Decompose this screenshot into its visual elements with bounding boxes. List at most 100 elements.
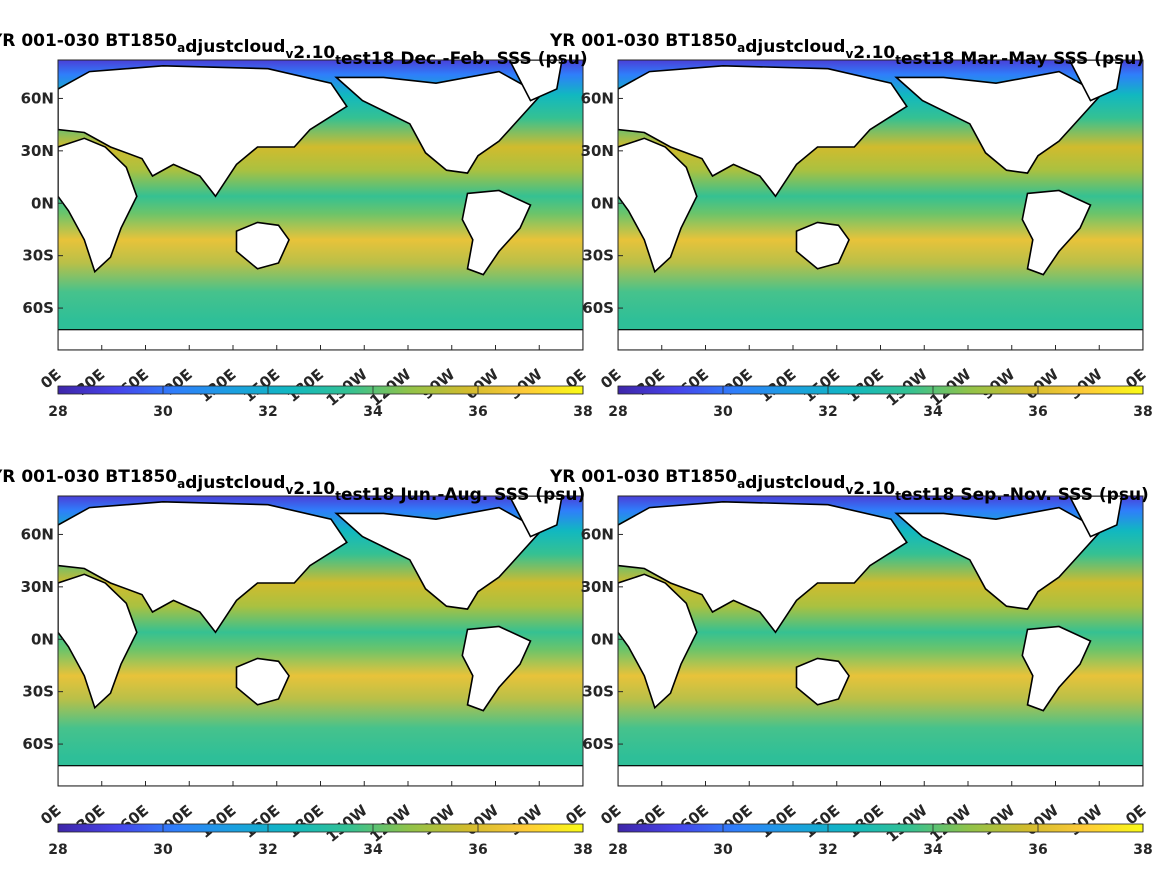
colorbar-tick-label: 36 [468,842,487,858]
land-mass [58,573,138,710]
map-panel: 60N30N0N30S60S0E30E60E90E120E150E180E150… [21,59,593,420]
colorbar-tick-label: 36 [468,404,487,420]
lat-tick-label: 30S [582,683,614,701]
lat-tick-label: 0N [591,630,614,648]
lon-tick-label: 150W [323,801,372,846]
lat-tick-label: 30N [581,578,614,596]
lat-tick-label: 30S [582,247,614,265]
lon-tick-label: 90W [978,365,1019,403]
land-mass [1021,625,1092,712]
colorbar-tick-label: 28 [608,404,627,420]
lat-tick-label: 60N [21,525,54,543]
panel-title: YR 001-030 BT1850adjustcloudv2.10test18 … [549,31,1144,69]
colorbar-tick-label: 38 [573,404,592,420]
map-panel: 60N30N0N30S60S0E30E60E90E120E150E180E150… [581,59,1153,420]
colorbar-tick-label: 38 [1133,404,1152,420]
lon-tick-label: 90W [418,801,459,839]
land-mass [894,506,1103,610]
land-mass [618,137,698,274]
colorbar-tick-label: 32 [258,404,277,420]
lon-tick-label: 30W [1066,365,1107,403]
colorbar-tick-label: 36 [1028,842,1047,858]
lon-tick-label: 60W [1022,801,1063,839]
land-mass [1068,496,1123,538]
lat-tick-label: 30N [581,142,614,160]
land-mass [461,625,532,712]
antarctica [58,329,583,350]
colorbar-tick-label: 28 [48,842,67,858]
colorbar-tick-label: 30 [713,404,733,420]
land-mass [618,500,908,634]
lon-tick-label: 150E [240,365,283,406]
panel-title: YR 001-030 BT1850adjustcloudv2.10test18 … [0,467,585,505]
lat-tick-label: 0N [31,194,54,212]
lat-tick-label: 30S [22,683,54,701]
lat-tick-label: 60N [581,525,614,543]
lat-tick-label: 60N [21,89,54,107]
colorbar-tick-label: 36 [1028,404,1047,420]
land-mass [508,60,563,102]
land-mass [894,70,1103,174]
panel-title: YR 001-030 BT1850adjustcloudv2.10test18 … [0,31,588,69]
colorbar-tick-label: 34 [363,842,383,858]
colorbar-tick-label: 30 [153,842,173,858]
lat-tick-label: 60S [582,735,614,753]
antarctica [618,329,1143,350]
lon-tick-label: 30W [506,365,547,403]
lon-tick-label: 180E [284,365,327,406]
lon-tick-label: 120E [756,801,799,842]
colorbar [617,823,1144,833]
land-mass [235,657,290,706]
colorbar-tick-label: 32 [818,404,837,420]
colorbar-tick-label: 30 [713,842,733,858]
antarctica [58,765,583,786]
lat-tick-label: 0N [31,630,54,648]
lon-tick-label: 180E [844,365,887,406]
land-mass [334,70,543,174]
colorbar-tick-label: 38 [573,842,592,858]
lon-tick-label: 60W [462,365,503,403]
land-mass [58,64,348,198]
colorbar-tick-label: 28 [48,404,67,420]
lat-tick-label: 30N [21,142,54,160]
land-mass [461,189,532,276]
colorbar-tick-label: 32 [818,842,837,858]
lat-tick-label: 60S [582,299,614,317]
colorbar-tick-label: 32 [258,842,277,858]
lat-tick-label: 60S [22,299,54,317]
lat-tick-label: 60S [22,735,54,753]
colorbar-tick-label: 34 [923,842,943,858]
colorbar [57,385,584,395]
lon-tick-label: 120W [926,801,975,846]
colorbar [57,823,584,833]
lat-tick-label: 60N [581,89,614,107]
lon-tick-label: 90W [978,801,1019,839]
colorbar-tick-label: 30 [153,404,173,420]
lon-tick-label: 90W [418,365,459,403]
land-mass [235,221,290,270]
lon-tick-label: 60W [1022,365,1063,403]
colorbar-tick-label: 34 [923,404,943,420]
lat-tick-label: 30S [22,247,54,265]
lon-tick-label: 30W [1066,801,1107,839]
land-mass [618,573,698,710]
colorbar-tick-label: 28 [608,842,627,858]
panel-title: YR 001-030 BT1850adjustcloudv2.10test18 … [549,467,1149,505]
lon-tick-label: 60W [462,801,503,839]
lon-tick-label: 120E [756,365,799,406]
land-mass [58,500,348,634]
lon-tick-label: 180E [284,801,327,842]
land-mass [508,496,563,538]
colorbar-tick-label: 38 [1133,842,1152,858]
land-mass [1021,189,1092,276]
lon-tick-label: 120E [196,365,239,406]
lat-tick-label: 0N [591,194,614,212]
lon-tick-label: 180E [844,801,887,842]
lon-tick-label: 120E [196,801,239,842]
land-mass [795,657,850,706]
lon-tick-label: 150E [240,801,283,842]
lon-tick-label: 30W [506,801,547,839]
lat-tick-label: 30N [21,578,54,596]
